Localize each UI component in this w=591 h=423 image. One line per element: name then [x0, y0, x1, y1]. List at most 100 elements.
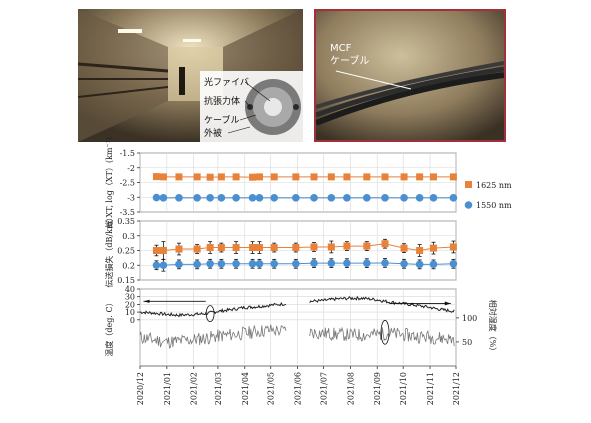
- x-tick-label: 2021/11: [426, 372, 435, 405]
- data-marker-circle: [327, 259, 336, 267]
- data-marker-square: [270, 173, 278, 181]
- data-marker-circle: [232, 194, 240, 202]
- data-marker-square: [175, 245, 183, 253]
- data-marker-circle: [255, 259, 264, 268]
- legend: 1625 nm 1550 nm: [464, 181, 512, 210]
- data-marker-square: [217, 244, 225, 252]
- y-tick-label: 0: [130, 316, 135, 325]
- data-marker-square: [327, 173, 335, 181]
- data-marker-circle: [248, 259, 257, 268]
- data-marker-circle: [343, 259, 351, 267]
- cable-tray-line: [78, 62, 169, 73]
- y-tick-label: -3.5: [120, 208, 135, 217]
- callout-leader-line: [244, 100, 251, 108]
- data-marker-circle: [270, 194, 278, 202]
- data-marker-circle: [175, 194, 183, 202]
- data-marker-circle: [159, 261, 168, 270]
- data-marker-square: [292, 173, 300, 181]
- legend-label-1550: 1550 nm: [476, 201, 512, 210]
- data-marker-circle: [381, 194, 389, 202]
- data-marker-square: [327, 243, 335, 251]
- temperature-line: [139, 301, 287, 318]
- x-tick-label: 2021/05: [267, 372, 276, 405]
- y-tick-label: 0.35: [117, 217, 135, 226]
- data-marker-square: [381, 173, 389, 181]
- data-marker-circle: [255, 194, 264, 202]
- data-marker-square: [400, 173, 408, 181]
- callout-cable: ケーブル: [204, 114, 239, 126]
- data-marker-square: [449, 243, 457, 251]
- y-tick-label: 0.2: [122, 261, 135, 270]
- tunnel-left-wall: [78, 9, 168, 142]
- x-tick-label: 2020/12: [136, 372, 145, 405]
- data-marker-square: [249, 244, 257, 252]
- cable-strand: [316, 72, 504, 126]
- y-tick-label: 0.25: [117, 247, 135, 256]
- data-marker-circle: [193, 194, 201, 202]
- data-marker-square: [206, 173, 214, 181]
- data-marker-square: [159, 247, 167, 254]
- data-marker-circle: [206, 194, 214, 202]
- data-marker-circle: [449, 194, 458, 202]
- data-marker-circle: [217, 259, 226, 268]
- callout-leader-line: [244, 81, 271, 102]
- data-marker-square: [232, 244, 240, 252]
- data-marker-circle: [381, 259, 389, 267]
- data-marker-square: [310, 243, 318, 251]
- x-tick-label: 2021/08: [346, 372, 355, 405]
- y-tick-label: 10: [125, 308, 135, 317]
- data-marker-circle: [248, 194, 257, 202]
- humidity-annotation-ellipse: [380, 319, 390, 345]
- x-tick-label: 2021/02: [190, 372, 199, 405]
- data-marker-circle: [206, 259, 214, 268]
- callout-strength-member: 抗張力体: [204, 95, 240, 107]
- series-line: [156, 176, 454, 178]
- y-tick-label: 40: [125, 285, 135, 294]
- data-marker-square: [416, 247, 424, 254]
- callout-jacket: 外被: [204, 127, 222, 139]
- y-tick-label: 30: [125, 293, 135, 302]
- y-axis-label-right: 相対湿度（%）: [488, 300, 498, 356]
- data-marker-square: [449, 173, 457, 181]
- temperature-line: [309, 295, 455, 313]
- series-line: [156, 262, 454, 266]
- mcf-cable-photo: MCF ケーブル: [314, 9, 506, 142]
- cable-strand: [316, 66, 504, 118]
- data-marker-circle: [310, 194, 318, 202]
- data-marker-circle: [327, 194, 336, 202]
- x-tick-label: 2021/06: [294, 372, 303, 405]
- ceiling-light: [183, 39, 201, 42]
- data-marker-square: [343, 242, 351, 250]
- cable-tray-line: [78, 86, 169, 98]
- data-marker-circle: [310, 259, 318, 267]
- mcf-label-line1: MCF: [330, 43, 352, 54]
- data-marker-circle: [363, 194, 371, 202]
- data-marker-circle: [415, 194, 424, 202]
- data-marker-circle: [292, 259, 300, 268]
- callout-leader-line: [227, 126, 251, 134]
- data-marker-square: [343, 173, 351, 181]
- mcf-pointer-line: [335, 70, 412, 90]
- y-tick-label: 20: [125, 300, 135, 309]
- cable-strand: [316, 61, 504, 109]
- y-axis-label: 総 XT, log（XT）(km⁻¹): [104, 137, 114, 228]
- data-marker-circle: [175, 260, 183, 269]
- humidity-line: [309, 326, 455, 347]
- mcf-label-line2: ケーブル: [330, 54, 369, 67]
- data-marker-square: [429, 244, 437, 252]
- data-marker-circle: [400, 259, 408, 268]
- data-marker-circle: [152, 261, 161, 270]
- data-marker-circle: [217, 194, 226, 202]
- data-marker-circle: [429, 260, 438, 269]
- humidity-arrowhead: [444, 301, 451, 306]
- data-marker-square: [292, 244, 300, 252]
- data-marker-square: [310, 173, 318, 181]
- x-tick-label: 2021/07: [320, 372, 329, 405]
- y-tick-label: -1.5: [120, 149, 135, 158]
- data-marker-square: [152, 173, 160, 181]
- data-marker-square: [270, 244, 278, 252]
- data-marker-square: [193, 245, 201, 253]
